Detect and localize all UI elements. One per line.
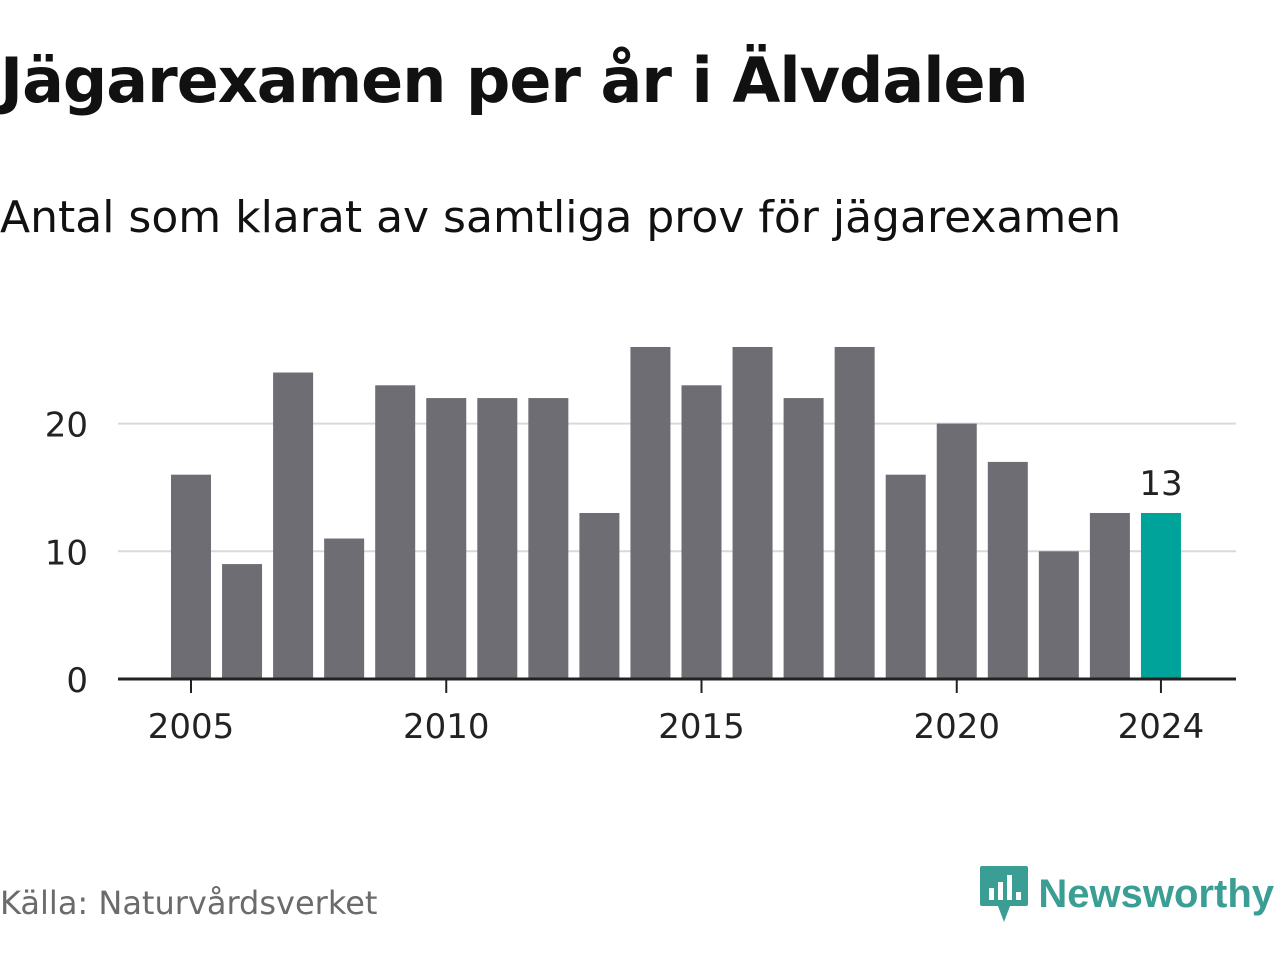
bar-2024 bbox=[1140, 512, 1181, 679]
brand-name: Newsworthy bbox=[1038, 871, 1274, 916]
source-note: Källa: Naturvårdsverket bbox=[0, 884, 378, 922]
bar-2009 bbox=[375, 385, 416, 679]
bar-2008 bbox=[324, 538, 365, 679]
bar-2013 bbox=[579, 512, 620, 679]
bar-2020 bbox=[936, 423, 977, 679]
bar-2005 bbox=[171, 474, 211, 679]
bar-chart-speech-bubble-icon bbox=[980, 866, 1029, 922]
bar-2012 bbox=[528, 398, 569, 679]
y-tick-label: 0 bbox=[66, 661, 88, 701]
chart-title: Jägarexamen per år i Älvdalen bbox=[0, 44, 1029, 117]
bars bbox=[171, 346, 1181, 679]
bar-2022 bbox=[1038, 551, 1079, 679]
axes: 0 10 20 2005 2010 2015 2020 2024 bbox=[45, 406, 1236, 747]
bar-2007 bbox=[273, 372, 314, 679]
bar-2017 bbox=[783, 398, 824, 679]
x-tick-label: 2005 bbox=[148, 707, 235, 747]
data-label-2024: 13 bbox=[1139, 464, 1182, 504]
bar-2018 bbox=[834, 346, 875, 679]
bar-2023 bbox=[1089, 512, 1130, 679]
bar-2014 bbox=[630, 346, 671, 679]
bar-2019 bbox=[885, 474, 926, 679]
bar-2016 bbox=[732, 346, 773, 679]
x-tick-label: 2020 bbox=[913, 707, 1000, 747]
data-labels: 13 bbox=[1139, 464, 1182, 504]
y-tick-label: 10 bbox=[45, 533, 88, 573]
bar-2021 bbox=[987, 461, 1028, 679]
x-tick-label: 2010 bbox=[403, 707, 490, 747]
bar-2010 bbox=[426, 398, 467, 679]
x-tick-label: 2015 bbox=[658, 707, 745, 747]
y-tick-label: 20 bbox=[45, 406, 88, 446]
x-tick-label: 2024 bbox=[1118, 707, 1205, 747]
bar-chart: 13 0 10 20 2005 2010 2015 2020 2024 bbox=[45, 346, 1236, 747]
brand-logo: Newsworthy bbox=[978, 864, 1274, 924]
bar-2006 bbox=[222, 564, 263, 679]
chart-subtitle: Antal som klarat av samtliga prov för jä… bbox=[0, 192, 1122, 243]
bar-2015 bbox=[681, 385, 722, 679]
bar-2011 bbox=[477, 398, 518, 679]
